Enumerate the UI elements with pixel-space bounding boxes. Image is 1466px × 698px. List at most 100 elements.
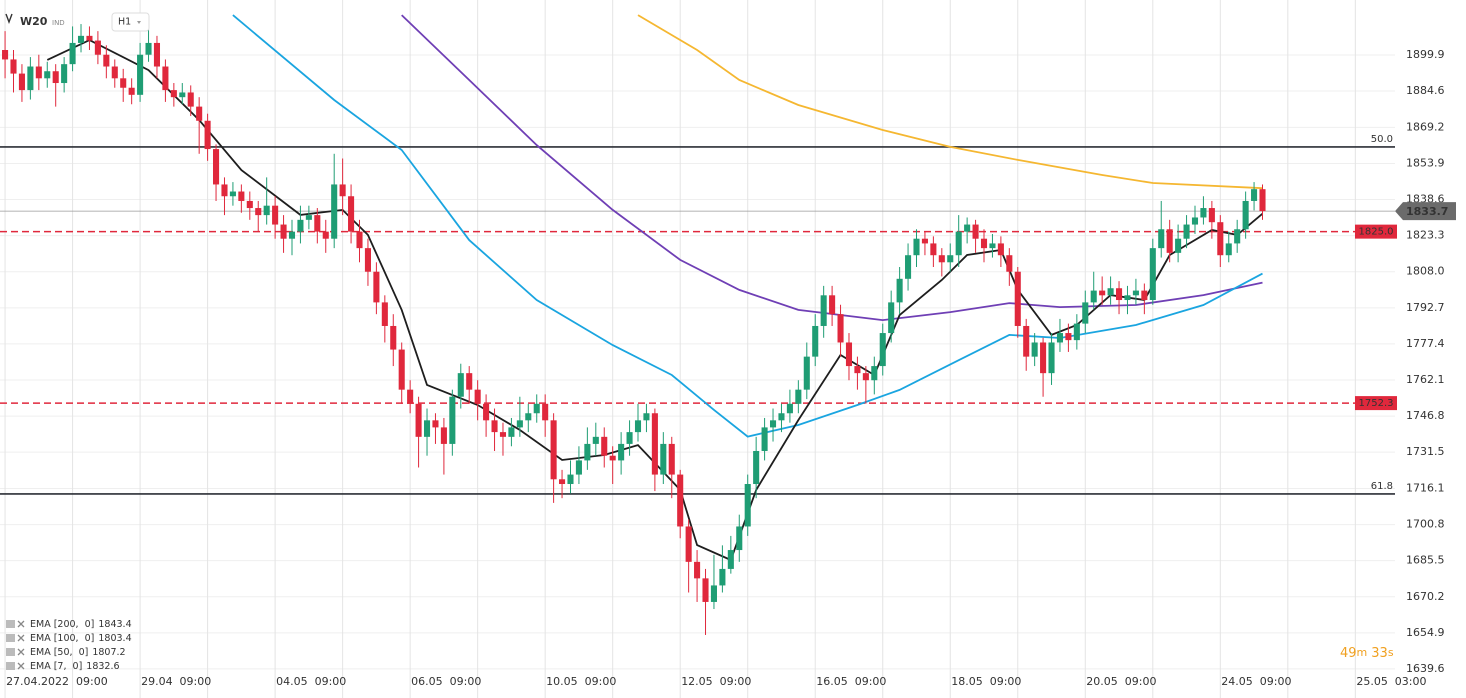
candle-body bbox=[719, 568, 726, 586]
y-tick-label: 1654.9 bbox=[1406, 626, 1445, 639]
candle-body bbox=[272, 205, 279, 225]
candle-body bbox=[508, 427, 515, 437]
candle-body bbox=[94, 40, 101, 55]
candle-body bbox=[921, 238, 928, 244]
y-tick-label: 1639.6 bbox=[1406, 662, 1445, 675]
market: IND bbox=[52, 19, 65, 27]
y-tick-label: 1792.7 bbox=[1406, 301, 1445, 314]
fib-label: 50.0 bbox=[1371, 134, 1393, 145]
candle-body bbox=[187, 92, 194, 107]
y-tick-label: 1808.0 bbox=[1406, 265, 1445, 278]
candle-body bbox=[440, 427, 447, 444]
y-tick-label: 1746.8 bbox=[1406, 409, 1445, 422]
candle-body bbox=[1234, 229, 1241, 244]
candle-body bbox=[845, 342, 853, 367]
candle-body bbox=[196, 106, 203, 121]
candle-body bbox=[1251, 189, 1258, 201]
candle-body bbox=[331, 184, 338, 239]
candle-body bbox=[542, 403, 549, 421]
y-tick-label: 1716.1 bbox=[1406, 481, 1445, 494]
candle-body bbox=[18, 73, 25, 91]
candle-body bbox=[137, 54, 144, 95]
y-tick-label: 1853.9 bbox=[1406, 156, 1445, 169]
y-tick-label: 1731.5 bbox=[1406, 445, 1445, 458]
candle-body bbox=[491, 420, 498, 433]
candle-body bbox=[288, 231, 296, 239]
last-price-box bbox=[1395, 202, 1456, 221]
price-box bbox=[1355, 396, 1397, 411]
candle-body bbox=[854, 366, 861, 374]
candle-body bbox=[736, 526, 743, 551]
y-tick-label: 1700.8 bbox=[1406, 518, 1445, 531]
candle-body bbox=[879, 333, 886, 367]
x-tick-label: 06.05 09:00 bbox=[411, 675, 481, 688]
candle-body bbox=[145, 42, 152, 55]
legend-value: 1832.6 bbox=[86, 661, 119, 672]
candle-body bbox=[103, 54, 110, 67]
candle-body bbox=[162, 66, 169, 91]
candle-body bbox=[1259, 189, 1266, 212]
candle-body bbox=[373, 271, 380, 303]
candle-body bbox=[685, 526, 692, 562]
x-tick-label: 20.05 09:00 bbox=[1086, 675, 1156, 688]
candle-body bbox=[1225, 243, 1232, 256]
candle-body bbox=[592, 436, 599, 444]
last-price-label: 1833.7 bbox=[1406, 205, 1448, 218]
candle-body bbox=[1124, 295, 1131, 301]
candle-body bbox=[27, 66, 34, 91]
candle-body bbox=[761, 427, 768, 451]
candle-body bbox=[1183, 224, 1190, 239]
candle-body bbox=[179, 92, 186, 98]
candle-body bbox=[407, 389, 414, 404]
candle-body bbox=[263, 205, 270, 216]
candle-body bbox=[449, 396, 456, 444]
legend-icon bbox=[6, 620, 15, 628]
candle-body bbox=[44, 71, 51, 79]
candle-body bbox=[525, 413, 532, 421]
y-tick-label: 1869.2 bbox=[1406, 120, 1445, 133]
legend-icon bbox=[6, 634, 15, 642]
candle-body bbox=[516, 420, 523, 428]
marks bbox=[2, 19, 1266, 635]
x-tick-label: 10.05 09:00 bbox=[546, 675, 616, 688]
candle-body bbox=[660, 443, 667, 475]
candle-body bbox=[77, 35, 85, 43]
candle-body bbox=[322, 231, 329, 239]
candle-body bbox=[1217, 222, 1224, 256]
candle-body bbox=[1175, 238, 1182, 253]
candle-body bbox=[1141, 290, 1148, 301]
candle-body bbox=[786, 403, 793, 414]
candle-body bbox=[778, 413, 785, 421]
legend-icon bbox=[6, 662, 15, 670]
candle-body bbox=[955, 231, 962, 256]
candle-body bbox=[499, 432, 507, 437]
candle-body bbox=[980, 238, 988, 249]
candle-body bbox=[1014, 271, 1021, 326]
candle-body bbox=[930, 243, 937, 256]
candle-body bbox=[896, 278, 903, 303]
candle-body bbox=[702, 578, 709, 602]
candle-body bbox=[694, 561, 701, 579]
candle-body bbox=[10, 59, 17, 74]
candle-body bbox=[1191, 217, 1199, 225]
legend-entry: EMA [50, 0] 1807.2 bbox=[30, 647, 126, 658]
candle-body bbox=[483, 403, 490, 421]
legend-remove bbox=[17, 648, 25, 656]
candle-body bbox=[1056, 333, 1064, 343]
candle-body bbox=[280, 224, 287, 239]
candle-body bbox=[390, 325, 397, 350]
candle-body bbox=[457, 373, 464, 397]
collapse-icon[interactable] bbox=[5, 13, 13, 24]
candle-body bbox=[69, 42, 76, 65]
legend-value: 1843.4 bbox=[98, 619, 131, 630]
legend-value: 1807.2 bbox=[92, 647, 125, 658]
candle-body bbox=[213, 149, 220, 185]
candle-body bbox=[297, 219, 304, 232]
candle-body bbox=[753, 450, 760, 485]
candle-body bbox=[221, 184, 228, 197]
y-tick-label: 1823.3 bbox=[1406, 229, 1445, 242]
interval-box[interactable] bbox=[111, 12, 150, 32]
candle-body bbox=[339, 184, 346, 197]
